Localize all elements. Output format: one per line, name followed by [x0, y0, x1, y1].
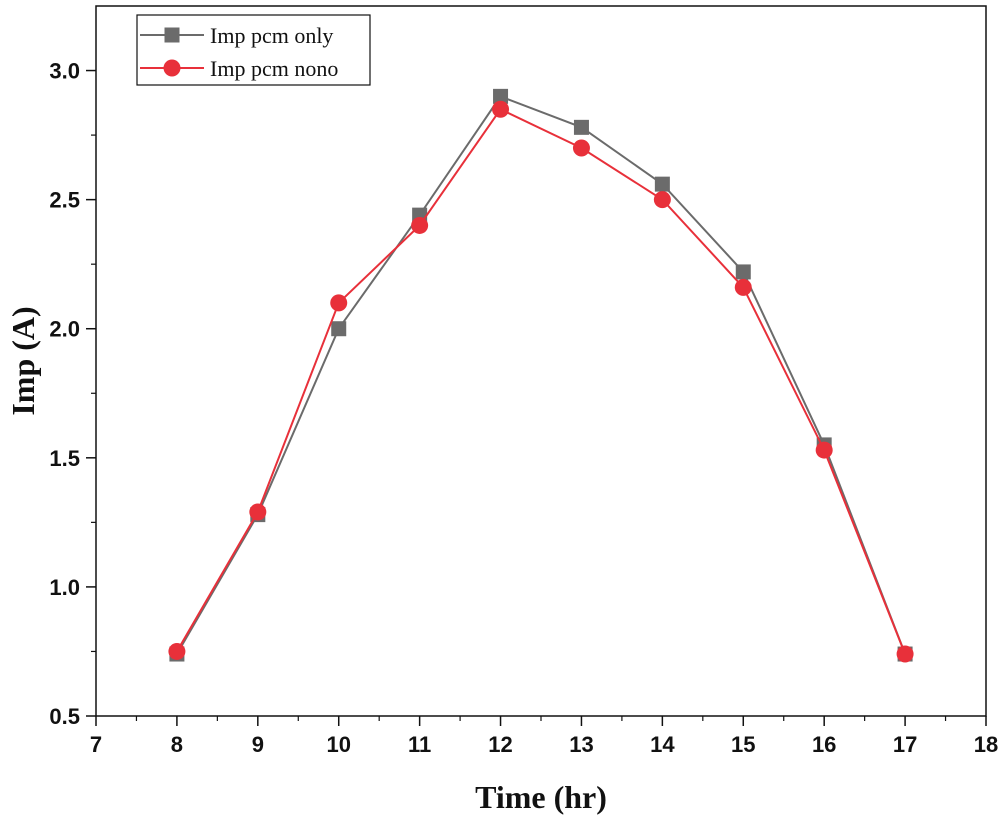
y-tick-label: 3.0 [49, 59, 80, 84]
x-tick-label: 16 [812, 732, 836, 757]
legend-label: Imp pcm only [210, 23, 333, 48]
x-axis-title: Time (hr) [475, 779, 607, 815]
legend-item: Imp pcm only [140, 23, 333, 48]
x-tick-label: 10 [326, 732, 350, 757]
y-axis-title: Imp (A) [5, 306, 41, 415]
data-point-circle [249, 503, 267, 521]
legend-marker-circle [163, 59, 181, 77]
y-axis: 0.5 1.0 1.5 2.0 2.5 3.0 [49, 59, 96, 729]
data-point-square [331, 321, 347, 337]
series-line [176, 95, 907, 655]
legend-item: Imp pcm nono [140, 56, 338, 81]
series-imp-pcm-only [169, 88, 913, 662]
y-tick-label: 1.5 [49, 446, 80, 471]
data-point-square [654, 176, 670, 192]
x-tick-label: 11 [408, 732, 431, 757]
x-tick-label: 7 [90, 732, 102, 757]
y-tick-label: 1.0 [49, 575, 80, 600]
x-tick-label: 12 [488, 732, 512, 757]
data-point-circle [330, 294, 348, 312]
x-tick-label: 8 [171, 732, 183, 757]
series-imp-pcm-nono [168, 100, 914, 663]
x-tick-label: 15 [731, 732, 755, 757]
data-point-square [493, 88, 509, 104]
y-tick-label: 2.5 [49, 188, 80, 213]
data-point-circle [572, 139, 590, 157]
data-point-circle [653, 191, 671, 209]
data-point-circle [815, 441, 833, 459]
series-line [176, 108, 907, 655]
data-point-square [735, 264, 751, 280]
x-tick-label: 9 [252, 732, 264, 757]
x-axis: 7 8 9 10 11 12 13 14 15 16 17 18 [90, 716, 998, 757]
data-point-circle [492, 100, 510, 118]
legend: Imp pcm only Imp pcm nono [136, 14, 371, 86]
data-point-circle [411, 216, 429, 234]
y-tick-label: 2.0 [49, 317, 80, 342]
x-tick-label: 18 [974, 732, 998, 757]
legend-label: Imp pcm nono [210, 56, 338, 81]
x-tick-label: 17 [893, 732, 917, 757]
legend-marker-square [164, 27, 180, 43]
data-point-circle [168, 642, 186, 660]
series-layer [168, 88, 914, 663]
data-point-circle [734, 278, 752, 296]
y-tick-label: 0.5 [49, 704, 80, 729]
data-point-circle [896, 645, 914, 663]
x-tick-label: 13 [569, 732, 593, 757]
data-point-square [573, 119, 589, 135]
x-tick-label: 14 [650, 732, 675, 757]
